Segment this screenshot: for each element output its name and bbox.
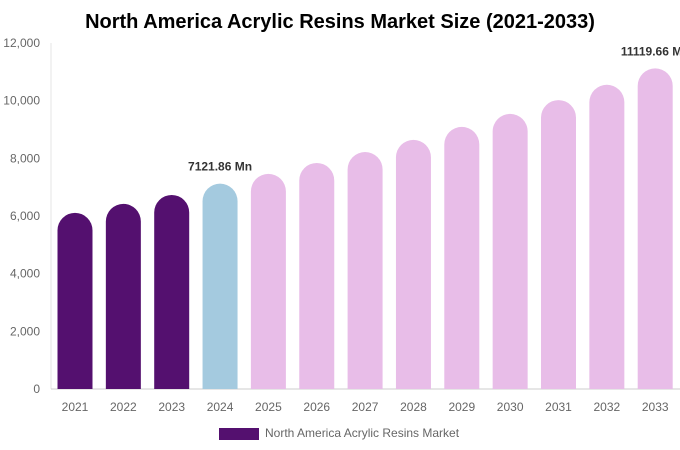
y-tick-label: 6,000 <box>10 209 40 223</box>
x-tick-label: 2032 <box>593 400 620 414</box>
x-tick-label: 2028 <box>400 400 427 414</box>
bar-2027[interactable] <box>347 151 383 389</box>
x-tick-label: 2027 <box>352 400 379 414</box>
x-tick-label: 2022 <box>110 400 137 414</box>
bar-2028[interactable] <box>395 139 431 389</box>
x-tick-label: 2031 <box>545 400 572 414</box>
x-axis: 2021 2022 2023 2024 2025 2026 2027 2028 2029 2030… <box>62 400 669 414</box>
chart-title: North America Acrylic Resins Market Size… <box>85 11 595 33</box>
bar-2022[interactable] <box>105 203 141 389</box>
legend-label[interactable]: North America Acrylic Resins Market <box>265 426 460 440</box>
data-label: 7121.86 Mn <box>188 160 252 174</box>
x-tick-label: 2029 <box>448 400 475 414</box>
bar-2031[interactable] <box>541 100 576 389</box>
bar-2033[interactable] <box>637 68 673 390</box>
x-tick-label: 2030 <box>497 400 524 414</box>
bar-2021[interactable] <box>57 212 93 389</box>
x-tick-label: 2025 <box>255 400 282 414</box>
y-tick-label: 2,000 <box>10 324 40 338</box>
x-tick-label: 2024 <box>207 400 234 414</box>
y-tick-label: 0 <box>33 382 40 396</box>
bars <box>57 68 673 390</box>
x-tick-label: 2026 <box>303 400 330 414</box>
y-tick-label: 4,000 <box>10 267 40 281</box>
y-axis: 0 2,000 4,000 6,000 8,000 10,000 12,000 <box>3 36 680 396</box>
data-label: 11119.66 Mn <box>621 44 680 58</box>
bar-2024[interactable] <box>202 183 238 389</box>
bar-2023[interactable] <box>154 194 190 389</box>
bar-2029[interactable] <box>444 126 480 390</box>
x-tick-label: 2023 <box>158 400 185 414</box>
bar-2030[interactable] <box>492 113 528 389</box>
bar-2032[interactable] <box>589 84 625 389</box>
data-labels: 7121.86 Mn 11119.66 Mn <box>188 44 680 173</box>
legend-swatch <box>219 428 259 440</box>
x-tick-label: 2021 <box>62 400 89 414</box>
y-tick-label: 12,000 <box>3 36 40 50</box>
x-tick-label: 2033 <box>642 400 669 414</box>
y-tick-label: 8,000 <box>10 151 40 165</box>
y-tick-label: 10,000 <box>3 94 40 108</box>
bar-2026[interactable] <box>299 162 335 389</box>
bar-2025[interactable] <box>250 173 286 389</box>
